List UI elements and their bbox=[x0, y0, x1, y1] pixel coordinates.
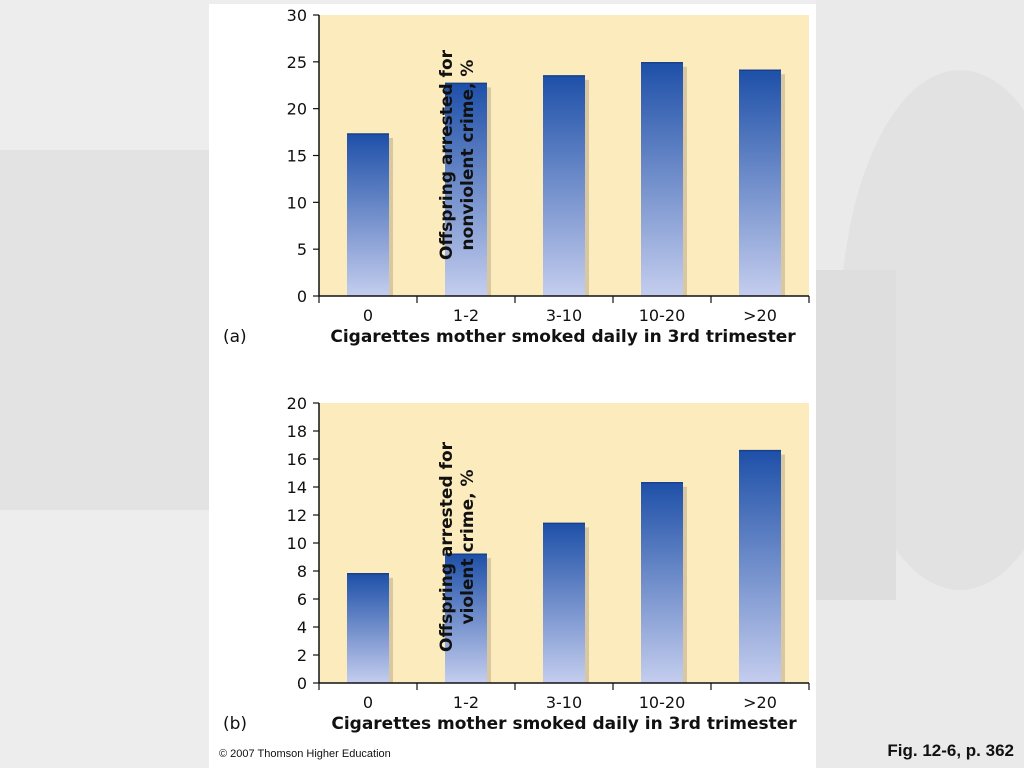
x-tick-label-a: 1-2 bbox=[453, 306, 479, 325]
y-tick-label-b: 18 bbox=[287, 422, 307, 441]
panel-label-b: (b) bbox=[223, 714, 247, 734]
x-axis-label-b: Cigarettes mother smoked daily in 3rd tr… bbox=[331, 714, 797, 734]
y-axis-b: 0 2 4 6 8 10 12 14 16 18 20 bbox=[287, 394, 320, 693]
y-tick-label-b: 16 bbox=[287, 450, 307, 469]
y-tick-label-b: 4 bbox=[297, 618, 307, 637]
x-tick-label-b: >20 bbox=[743, 693, 777, 712]
y-tick-label-b: 0 bbox=[297, 674, 307, 693]
y-axis-label-b-line1: Offspring arrested for bbox=[437, 441, 457, 652]
y-axis-label-a-line2: nonviolent crime, % bbox=[458, 60, 478, 251]
y-tick-label-b: 10 bbox=[287, 534, 307, 553]
x-axis-b: 0 1-2 3-10 10-20 >20 bbox=[318, 682, 810, 712]
y-tick-label-a: 10 bbox=[287, 193, 307, 212]
panel-label-a: (a) bbox=[223, 327, 247, 347]
x-tick-label-a: 3-10 bbox=[546, 306, 582, 325]
y-tick-label-b: 6 bbox=[297, 590, 307, 609]
y-tick-label-b: 8 bbox=[297, 562, 307, 581]
chart-b: 0 2 4 6 8 10 12 14 16 18 20 0 1-2 3-10 10-20 >20 Offsp… bbox=[223, 394, 810, 734]
y-axis-label-a-line1: Offspring arrested for bbox=[437, 49, 457, 260]
y-tick-label-b: 2 bbox=[297, 646, 307, 665]
bar-b bbox=[641, 482, 683, 683]
x-tick-label-a: 10-20 bbox=[639, 306, 686, 325]
y-axis-label-b-line2: violent crime, % bbox=[458, 469, 478, 624]
bar-b bbox=[739, 450, 781, 683]
bar-a bbox=[739, 70, 781, 296]
bar-a bbox=[543, 75, 585, 296]
y-tick-label-a: 5 bbox=[297, 240, 307, 259]
x-tick-label-b: 0 bbox=[363, 693, 373, 712]
bar-a bbox=[347, 133, 389, 296]
y-axis-a: 0 5 10 15 20 25 30 bbox=[287, 6, 320, 306]
bars-b bbox=[347, 449, 785, 683]
bars-a bbox=[347, 62, 785, 297]
x-tick-label-b: 1-2 bbox=[453, 693, 479, 712]
bar-b bbox=[543, 523, 585, 683]
x-tick-label-a: >20 bbox=[743, 306, 777, 325]
y-tick-label-b: 12 bbox=[287, 506, 307, 525]
x-tick-label-b: 3-10 bbox=[546, 693, 582, 712]
y-tick-label-a: 20 bbox=[287, 100, 307, 119]
bar-a bbox=[445, 83, 487, 296]
bar-a bbox=[641, 62, 683, 296]
x-axis-label-a: Cigarettes mother smoked daily in 3rd tr… bbox=[330, 327, 796, 347]
y-tick-label-a: 30 bbox=[287, 6, 307, 25]
y-tick-label-a: 15 bbox=[287, 147, 307, 166]
y-tick-label-b: 20 bbox=[287, 394, 307, 413]
x-tick-label-a: 0 bbox=[363, 306, 373, 325]
x-tick-label-b: 10-20 bbox=[639, 693, 686, 712]
y-tick-label-b: 14 bbox=[287, 478, 307, 497]
y-tick-label-a: 0 bbox=[297, 287, 307, 306]
chart-a: 0 5 10 15 20 25 30 0 1-2 3-10 10-20 >20 Offspring … bbox=[223, 6, 810, 347]
bar-b bbox=[347, 573, 389, 683]
bar-b bbox=[445, 554, 487, 683]
figure-reference: Fig. 12-6, p. 362 bbox=[887, 741, 1014, 760]
x-axis-a: 0 1-2 3-10 10-20 >20 bbox=[318, 295, 810, 325]
copyright-notice: © 2007 Thomson Higher Education bbox=[219, 748, 391, 760]
y-tick-label-a: 25 bbox=[287, 53, 307, 72]
